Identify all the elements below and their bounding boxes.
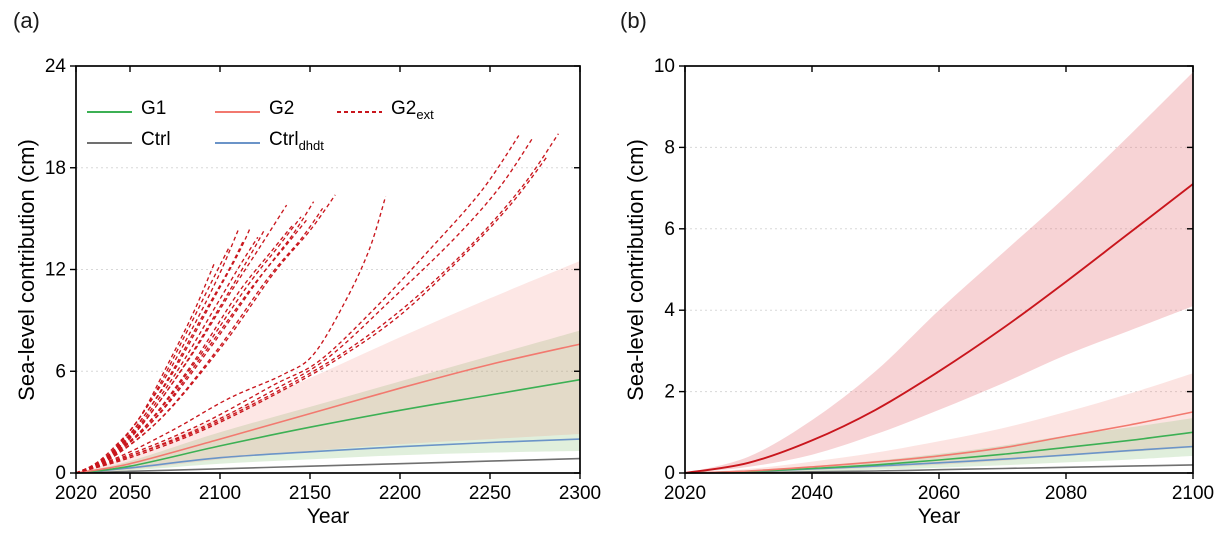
panel-b-letter: (b) [620,8,647,33]
panel-b-xtick-label: 2020 [664,483,706,504]
panel-a-ensemble-member [75,208,324,474]
panel-a-ytick-label: 24 [45,56,67,77]
panel-a-xtick-label: 2050 [109,483,151,504]
panel-b-ytick-label: 6 [664,219,675,240]
panel-a-ensemble-member [75,236,259,474]
panel-b-band-G2ext-range [685,72,1193,473]
panel-a-ensemble-g2_ext-members [75,133,559,474]
panel-a-ensemble-member [75,201,315,474]
panel-b-yaxis-label: Sea-level contribution (cm) [623,139,648,401]
legend-entry-ctrldhdt: Ctrldhdt [215,129,324,153]
ctrl-line-swatch [87,141,132,145]
legend-label-g1: G1 [141,98,167,120]
panel-b-xtick-label: 2040 [791,483,833,504]
panel-a-band-G1-range [76,330,580,473]
panel-a-xtick-label: 2100 [199,483,241,504]
panel-a-series-g1 [75,378,581,474]
panel-b-ytick-label: 8 [664,137,675,158]
panel-b-ytick-label: 4 [664,300,675,321]
panel-a-band-G2-range [76,261,580,473]
panel-b-ytick-label: 10 [654,56,675,77]
panel-a-ensemble-member [75,216,302,474]
g1-line-swatch [87,110,132,114]
legend-label-g2ext: G2ext [391,98,434,122]
panel-a-xtick-label: 2300 [559,483,601,504]
panel-b-ytick-label: 2 [664,382,675,403]
panel-a-ensemble-member [75,226,252,474]
g2ext-dashed-swatch [337,110,382,114]
panel-a-xtick-label: 2250 [469,483,511,504]
panel-a-ensemble-member [75,204,288,474]
panel-a-xtick-label: 2150 [289,483,331,504]
panel-b-plot: 2020 2040 2060 2080 2100 0 2 4 6 8 10 [654,56,1214,504]
panel-a-yaxis-label: Sea-level contribution (cm) [14,139,39,401]
panel-a-ytick-label: 0 [55,463,66,484]
panel-b-band-G1-range [685,418,1193,473]
legend-entry-ctrl: Ctrl [87,129,171,153]
legend-label-g2: G2 [269,98,295,120]
legend-entry-g1: G1 [87,98,167,122]
panel-a-ensemble-member [75,194,336,474]
panel-b-series-g2_ext-mean [684,183,1194,474]
panel-a-xtick-label: 2200 [379,483,421,504]
legend-entry-g2: G2 [215,98,295,122]
panel-a-ensemble-member [75,196,387,474]
panel-b-xtick-label: 2100 [1172,483,1214,504]
panel-a-letter: (a) [13,8,40,33]
panel-a-ensemble-member [75,133,559,474]
legend-label-ctrldhdt: Ctrldhdt [269,129,324,153]
panel-a-series-ctrl_dhdt [75,438,581,474]
panel-a-ensemble-member [75,155,549,474]
panel-a-ensemble-member [75,135,520,474]
ctrldhdt-line-swatch [215,141,260,145]
panel-b-series-g2 [684,411,1194,474]
g2-line-swatch [215,110,260,114]
panel-b-xtick-label: 2060 [918,483,960,504]
panel-b-xaxis-label: Year [917,505,961,528]
panel-b-xtick-label: 2080 [1045,483,1087,504]
panel-b-ytick-label: 0 [664,463,675,484]
panel-a-ytick-label: 12 [45,260,66,281]
panel-a-ytick-label: 18 [45,158,66,179]
legend-label-ctrl: Ctrl [141,129,171,151]
legend-entry-g2ext: G2ext [337,98,434,122]
panel-a-xaxis-label: Year [306,505,350,528]
panel-a-series-g2 [75,343,581,474]
panel-a-plot: 2020 2050 2100 2150 2200 2250 2300 0 6 12 18 24 [45,56,601,504]
panel-a-xtick-label: 2020 [55,483,97,504]
panel-a-series-ctrl [75,457,581,474]
panel-a-ytick-label: 6 [55,361,66,382]
